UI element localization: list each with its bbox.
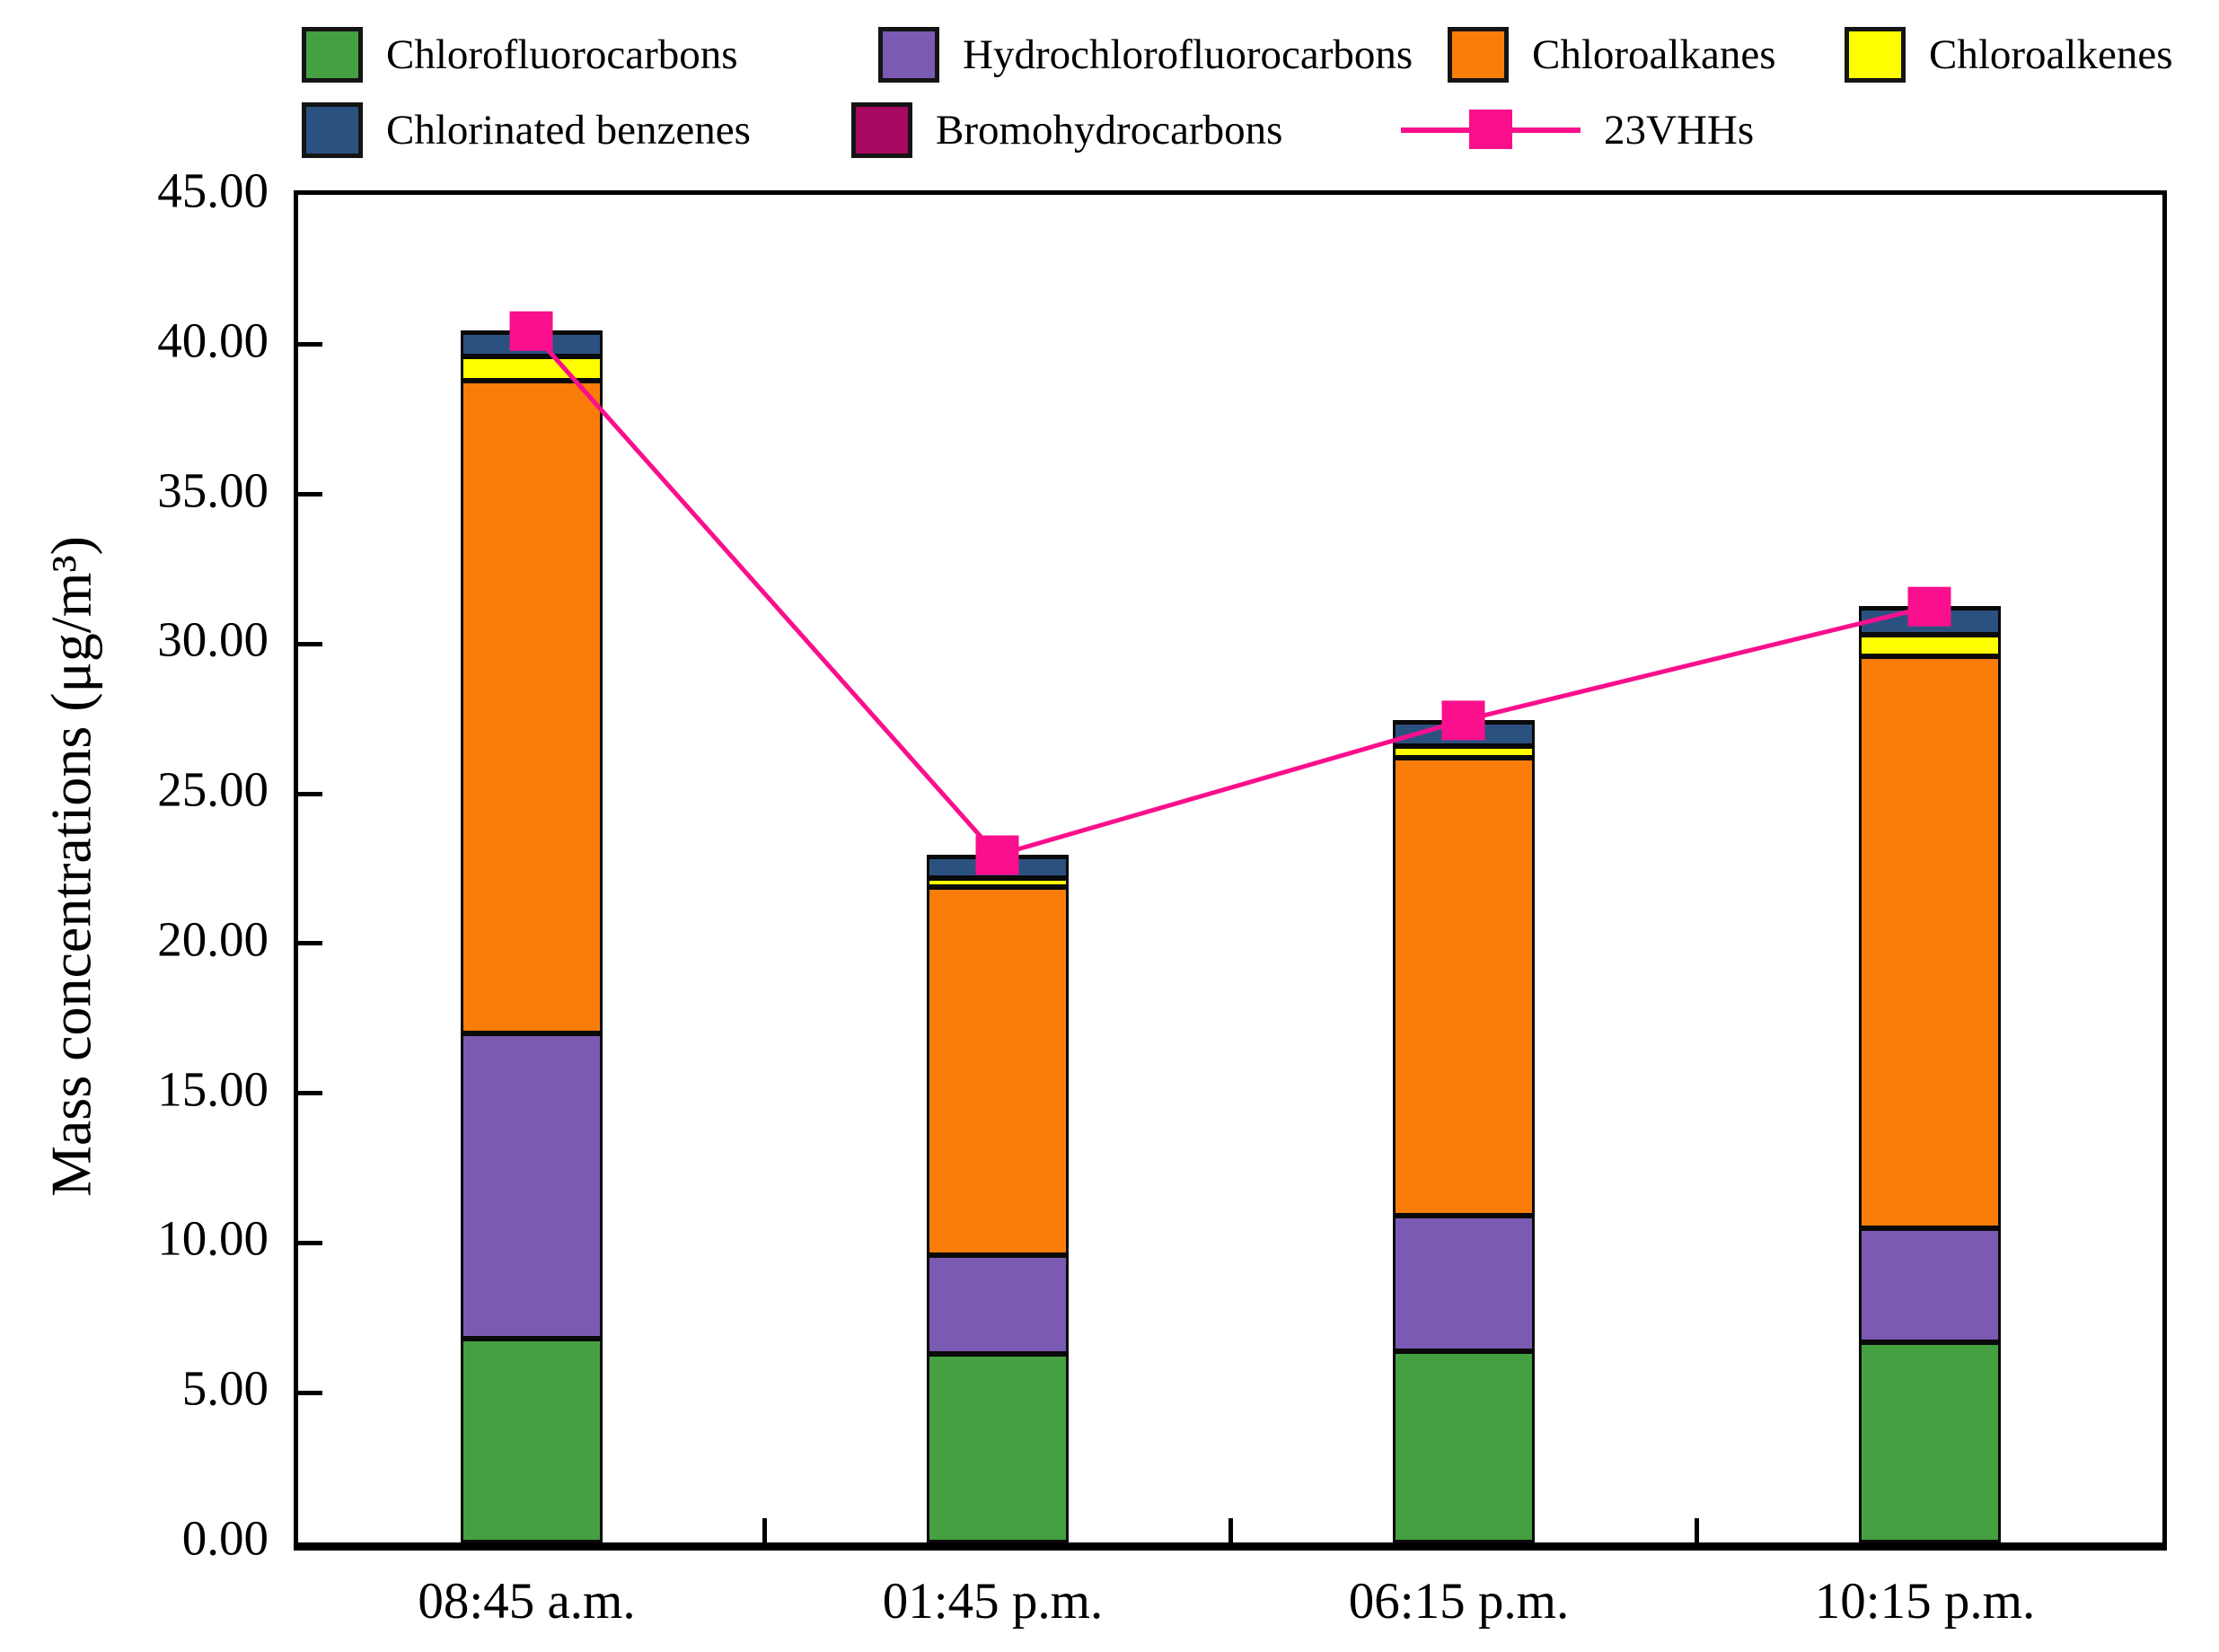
bar-segment-hydrochlorofluorocarbons bbox=[460, 1032, 603, 1340]
legend-item-chloroalkanes: Chloroalkanes bbox=[1448, 27, 1776, 83]
legend-item-chlorofluorocarbons: Chlorofluorocarbons bbox=[302, 27, 738, 83]
y-axis-title: Mass concentrations (μg/m³) bbox=[39, 536, 103, 1197]
legend-swatch-chloroalkenes bbox=[1845, 27, 1906, 83]
bar-segment-chloroalkanes bbox=[1858, 655, 2001, 1228]
legend-label-chlorinated-benzenes: Chlorinated benzenes bbox=[386, 107, 751, 154]
legend-item-hydrochlorofluorocarbons: Hydrochlorofluorocarbons bbox=[878, 27, 1413, 83]
legend-label-chloroalkanes: Chloroalkanes bbox=[1532, 31, 1776, 78]
legend: Chlorofluorocarbons Hydrochlorofluorocar… bbox=[0, 0, 2219, 180]
x-tick-label: 08:45 a.m. bbox=[418, 1573, 636, 1630]
legend-item-chloroalkenes: Chloroalkenes bbox=[1845, 27, 2173, 83]
y-tick-label: 10.00 bbox=[157, 1210, 269, 1266]
vhh-marker-square bbox=[509, 311, 553, 351]
y-axis-tick bbox=[298, 1091, 322, 1096]
legend-swatch-chlorinated-benzenes bbox=[302, 102, 363, 158]
y-tick-label: 40.00 bbox=[157, 312, 269, 368]
y-axis-tick bbox=[298, 1390, 322, 1395]
bar-segment-chlorofluorocarbons bbox=[1858, 1341, 2001, 1542]
y-axis-tick bbox=[298, 941, 322, 946]
vhh-line-layer bbox=[509, 311, 1951, 875]
x-tick-label: 10:15 p.m. bbox=[1814, 1573, 2036, 1630]
vhh-marker-square bbox=[975, 835, 1019, 875]
legend-label-bromohydrocarbons: Bromohydrocarbons bbox=[936, 107, 1283, 154]
legend-label-chlorofluorocarbons: Chlorofluorocarbons bbox=[386, 31, 738, 78]
x-axis-tick bbox=[1228, 1518, 1233, 1542]
legend-label-23vhhs: 23VHHs bbox=[1604, 107, 1755, 154]
bar-segment-chloroalkenes bbox=[460, 356, 603, 381]
legend-swatch-chloroalkanes bbox=[1448, 27, 1509, 83]
y-tick-label: 5.00 bbox=[181, 1360, 269, 1416]
y-tick-label: 30.00 bbox=[157, 611, 269, 667]
legend-item-23vhhs: 23VHHs bbox=[1401, 102, 1754, 158]
y-tick-label: 15.00 bbox=[157, 1061, 269, 1117]
legend-item-chlorinated-benzenes: Chlorinated benzenes bbox=[302, 102, 751, 158]
y-axis-tick bbox=[298, 1240, 322, 1245]
x-axis-tick bbox=[762, 1518, 767, 1542]
legend-line-sample bbox=[1401, 110, 1581, 149]
bar-segment-hydrochlorofluorocarbons bbox=[926, 1254, 1069, 1354]
legend-square-marker-icon bbox=[1469, 110, 1512, 149]
bar-segment-chloroalkanes bbox=[926, 886, 1069, 1255]
bar-segment-hydrochlorofluorocarbons bbox=[1392, 1216, 1535, 1351]
x-tick-label: 06:15 p.m. bbox=[1348, 1573, 1570, 1630]
bar-segment-chlorofluorocarbons bbox=[460, 1339, 603, 1542]
legend-label-chloroalkenes: Chloroalkenes bbox=[1929, 31, 2173, 78]
legend-label-hydrochlorofluorocarbons: Hydrochlorofluorocarbons bbox=[963, 31, 1413, 78]
y-tick-label: 0.00 bbox=[181, 1510, 269, 1566]
x-tick-label: 01:45 p.m. bbox=[882, 1573, 1104, 1630]
bar-segment-chlorofluorocarbons bbox=[926, 1353, 1069, 1542]
y-axis-tick bbox=[298, 342, 322, 347]
y-axis-tick bbox=[298, 641, 322, 646]
bar-segment-chloroalkanes bbox=[460, 380, 603, 1033]
bar-segment-hydrochlorofluorocarbons bbox=[1858, 1227, 2001, 1342]
y-tick-label: 20.00 bbox=[157, 911, 269, 967]
bar-segment-chloroalkenes bbox=[1858, 635, 2001, 656]
y-tick-label: 45.00 bbox=[157, 163, 269, 218]
bar-segment-chloroalkenes bbox=[1392, 745, 1535, 759]
y-axis-tick bbox=[298, 791, 322, 796]
legend-item-bromohydrocarbons: Bromohydrocarbons bbox=[851, 102, 1282, 158]
vhh-marker-square bbox=[1907, 586, 1951, 627]
vhh-marker-square bbox=[1441, 700, 1485, 741]
legend-swatch-hydrochlorofluorocarbons bbox=[878, 27, 939, 83]
legend-swatch-bromohydrocarbons bbox=[851, 102, 912, 158]
legend-swatch-chlorofluorocarbons bbox=[302, 27, 363, 83]
bar-segment-chloroalkanes bbox=[1392, 758, 1535, 1217]
y-tick-label: 25.00 bbox=[157, 761, 269, 817]
x-axis-tick bbox=[1694, 1518, 1699, 1542]
plot-area bbox=[294, 190, 2167, 1551]
bar-segment-chloroalkenes bbox=[926, 877, 1069, 887]
bar-segment-chlorofluorocarbons bbox=[1392, 1350, 1535, 1542]
vhh-line bbox=[529, 330, 1931, 858]
y-axis-tick bbox=[298, 492, 322, 497]
y-tick-label: 35.00 bbox=[157, 462, 269, 518]
